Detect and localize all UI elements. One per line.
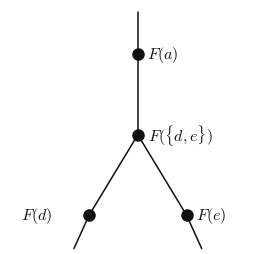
Text: $F(e)$: $F(e)$ — [195, 205, 226, 226]
Text: $F(a)$: $F(a)$ — [147, 45, 178, 65]
Text: $F(d)$: $F(d)$ — [21, 205, 53, 226]
Text: $F(\{d,e\})$: $F(\{d,e\})$ — [148, 123, 212, 148]
